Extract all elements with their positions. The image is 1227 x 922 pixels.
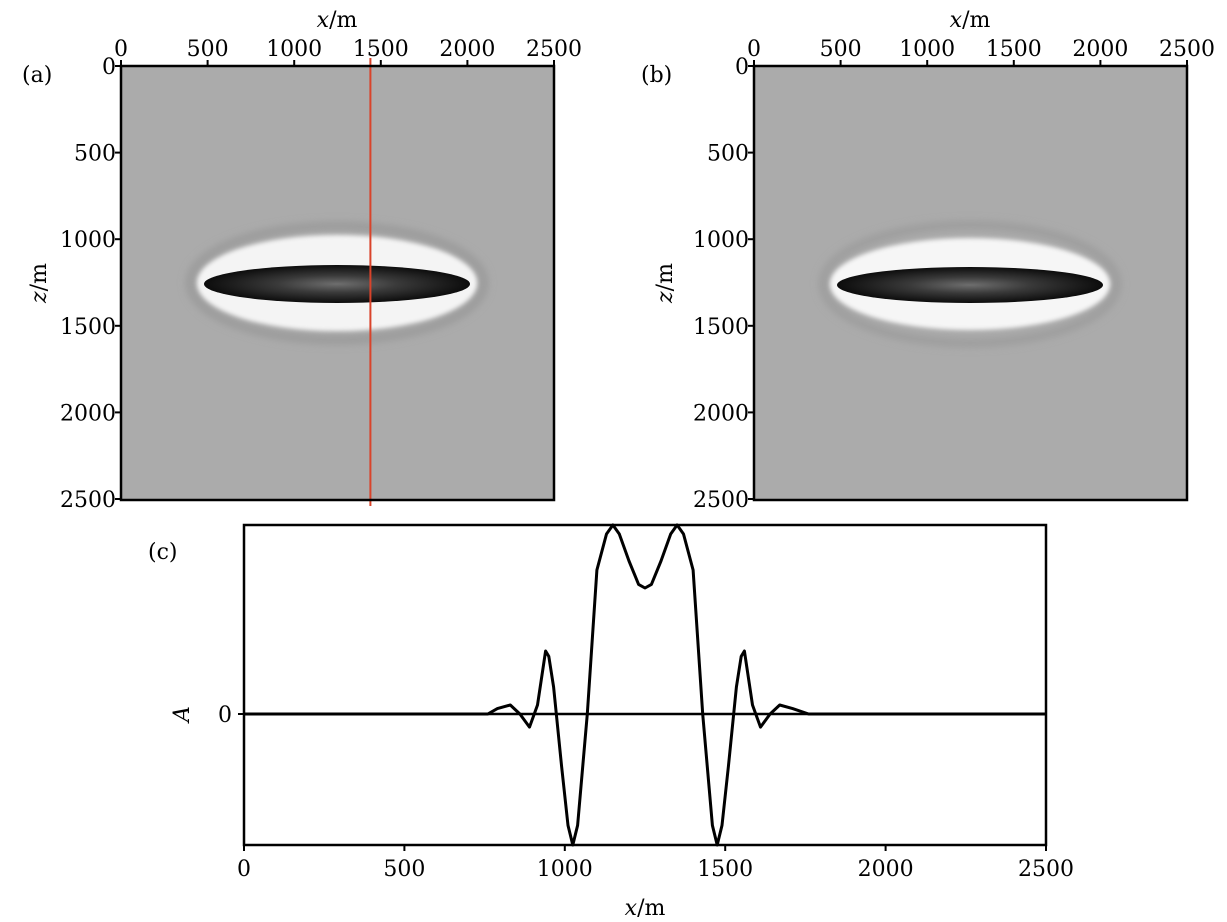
c-x-tick-label: 1000 xyxy=(537,857,593,882)
panel-b-y-axis-unit: /m xyxy=(653,263,678,291)
a-y-tick-label: 0 xyxy=(102,55,116,80)
b-y-tick-label: 1000 xyxy=(693,228,749,253)
panel-a-label: (a) xyxy=(22,63,52,88)
panel-b-label: (b) xyxy=(641,63,672,88)
panel-a-anomaly xyxy=(186,222,488,344)
b-x-tick-label: 1000 xyxy=(899,37,955,62)
panel-c-y-ticks: 0 xyxy=(218,703,244,728)
panel-b-dark-core xyxy=(837,267,1103,303)
panel-c-x-axis-var: x xyxy=(625,896,638,921)
a-x-tick-label: 1000 xyxy=(266,37,322,62)
panel-a-x-axis-label: x/m xyxy=(317,8,358,33)
panel-c-x-axis-label: x/m xyxy=(625,896,666,921)
panel-b-frame xyxy=(752,64,1189,502)
panel-c-series-line xyxy=(244,523,1046,847)
b-x-tick-label: 1500 xyxy=(986,37,1042,62)
panel-b-outer-halo xyxy=(819,221,1121,347)
a-x-tick-label: 2500 xyxy=(526,37,582,62)
panel-a-outer-halo xyxy=(186,222,488,344)
panel-b-x-axis-unit: /m xyxy=(962,8,990,33)
panel-a-y-ticks: 0 500 1000 1500 2000 2500 xyxy=(60,55,121,513)
a-y-tick-label: 2000 xyxy=(60,401,116,426)
panel-c-x-ticks: 0 500 1000 2000 1500 2500 xyxy=(237,845,1074,882)
c-x-tick-label: 500 xyxy=(383,857,425,882)
b-x-tick-label: 500 xyxy=(820,37,862,62)
panel-c-frame xyxy=(242,523,1048,847)
b-y-tick-label: 2000 xyxy=(693,401,749,426)
panel-b-y-axis-label: z/m xyxy=(653,263,678,304)
panel-b-x-axis-var: x xyxy=(950,8,963,33)
panel-a-x-axis-unit: /m xyxy=(329,8,357,33)
panel-b: (b) 0 500 1000 1500 2000 2500 0 500 1000 1500 200… xyxy=(641,8,1215,513)
a-x-tick-label: 1500 xyxy=(353,37,409,62)
panel-b-x-axis-label: x/m xyxy=(950,8,991,33)
b-y-tick-label: 0 xyxy=(735,55,749,80)
panel-b-y-ticks: 0 500 1000 1500 2000 2500 xyxy=(693,55,754,513)
panel-a-y-axis-var: z xyxy=(27,291,52,304)
panel-c-x-axis-unit: /m xyxy=(637,896,665,921)
a-y-tick-label: 2500 xyxy=(60,488,116,513)
a-x-tick-label: 0 xyxy=(114,37,128,62)
panel-b-anomaly xyxy=(819,221,1121,347)
panel-a: (a) 0 500 1000 1500 2000 2500 0 500 1000 1500 200… xyxy=(22,8,582,513)
b-y-tick-label: 1500 xyxy=(693,315,749,340)
c-y-tick-label: 0 xyxy=(218,703,232,728)
c-x-tick-label: 2000 xyxy=(858,857,914,882)
panel-b-y-axis-var: z xyxy=(653,291,678,304)
panel-a-y-axis-label: z/m xyxy=(27,263,52,304)
b-x-tick-label: 2000 xyxy=(1072,37,1128,62)
a-x-tick-label: 500 xyxy=(187,37,229,62)
a-y-tick-label: 500 xyxy=(74,142,116,167)
panel-c: (c) 0 500 1000 2000 1500 2500 0 x/m A xyxy=(148,523,1074,921)
a-y-tick-label: 1500 xyxy=(60,315,116,340)
panel-b-x-ticks: 0 500 1000 1500 2000 2500 xyxy=(747,37,1215,66)
panel-c-y-axis-label: A xyxy=(170,706,195,724)
panel-a-y-axis-unit: /m xyxy=(27,263,52,291)
c-x-tick-label: 1500 xyxy=(697,857,753,882)
b-x-tick-label: 0 xyxy=(747,37,761,62)
panel-a-x-ticks: 0 500 1000 1500 2000 2500 xyxy=(114,37,582,66)
c-x-tick-label: 2500 xyxy=(1018,857,1074,882)
panel-a-dark-core xyxy=(204,265,470,303)
panel-c-label: (c) xyxy=(148,540,178,565)
panel-a-frame xyxy=(119,64,556,502)
b-y-tick-label: 2500 xyxy=(693,488,749,513)
b-x-tick-label: 2500 xyxy=(1159,37,1215,62)
b-y-tick-label: 500 xyxy=(707,142,749,167)
a-y-tick-label: 1000 xyxy=(60,228,116,253)
c-x-tick-label: 0 xyxy=(237,857,251,882)
panel-c-y-axis-var: A xyxy=(170,706,195,724)
panel-a-x-axis-var: x xyxy=(317,8,330,33)
a-x-tick-label: 2000 xyxy=(439,37,495,62)
